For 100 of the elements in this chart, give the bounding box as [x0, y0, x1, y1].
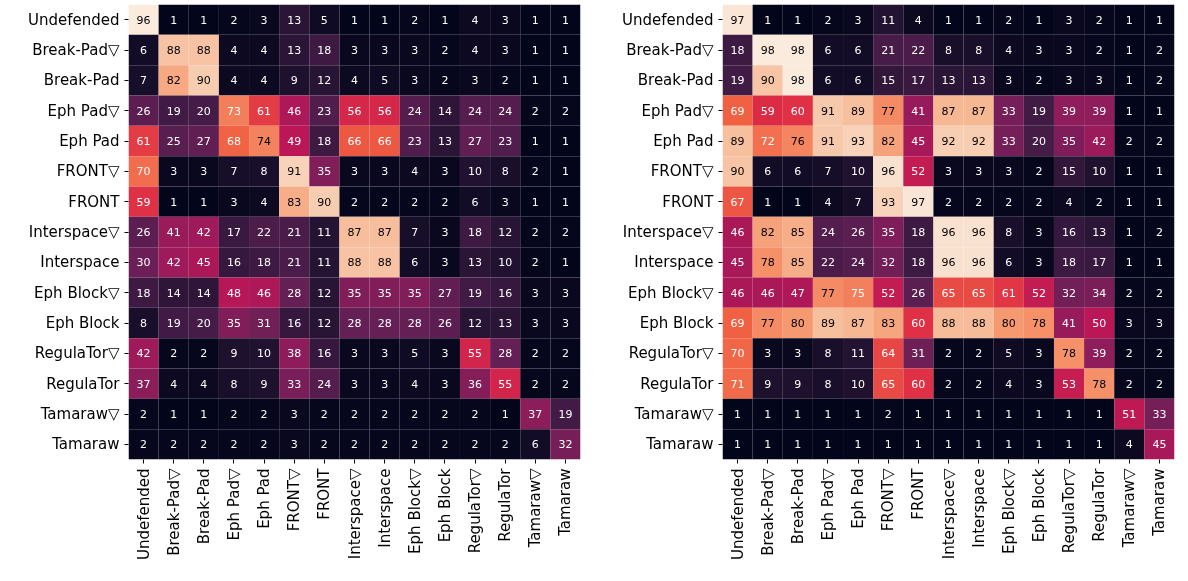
data-label: 35 — [881, 226, 896, 239]
data-label: 1 — [764, 438, 772, 452]
x-tick-label: FRONT▽ — [879, 468, 898, 532]
data-label: 42 — [136, 347, 151, 361]
data-label: 42 — [166, 256, 181, 270]
data-label: 2 — [531, 165, 539, 179]
data-label: 14 — [437, 104, 452, 118]
data-label: 12 — [317, 317, 332, 330]
y-tick-label: Break-Pad — [637, 71, 714, 90]
data-label: 3 — [561, 286, 569, 300]
data-label: 93 — [881, 195, 896, 209]
data-label: 3 — [411, 74, 419, 88]
data-label: 69 — [730, 317, 745, 330]
data-label: 56 — [347, 104, 362, 118]
data-label: 32 — [881, 256, 896, 270]
data-label: 4 — [230, 74, 238, 88]
data-label: 1 — [975, 438, 983, 452]
x-tick-label: Interspace — [969, 468, 988, 548]
data-label: 49 — [287, 135, 302, 148]
data-label: 3 — [351, 347, 358, 361]
y-tick-label: RegulaTor▽ — [628, 344, 714, 363]
y-tick-label: Eph Block▽ — [34, 283, 120, 302]
data-label: 24 — [468, 104, 483, 118]
data-label: 6 — [854, 74, 862, 88]
data-label: 88 — [166, 44, 181, 57]
data-label: 87 — [971, 104, 986, 118]
data-label: 70 — [730, 347, 745, 361]
y-tick-label: FRONT▽ — [56, 162, 120, 181]
data-label: 55 — [468, 347, 483, 361]
data-label: 1 — [1005, 408, 1013, 421]
data-label: 1 — [1125, 74, 1133, 88]
data-label: 24 — [820, 226, 835, 239]
data-label: 38 — [287, 347, 302, 361]
data-label: 8 — [945, 44, 952, 57]
data-label: 91 — [820, 104, 835, 118]
data-label: 20 — [196, 317, 211, 330]
data-label: 20 — [1031, 135, 1046, 148]
y-tick-label: Tamaraw — [51, 435, 120, 454]
data-label: 19 — [1031, 104, 1046, 118]
data-label: 1 — [170, 195, 178, 209]
data-label: 16 — [498, 286, 513, 300]
data-label: 41 — [1062, 317, 1077, 330]
data-label: 96 — [881, 165, 896, 179]
data-label: 1 — [764, 13, 772, 27]
data-label: 92 — [941, 135, 956, 148]
data-label: 10 — [1092, 165, 1107, 179]
data-label: 11 — [851, 347, 866, 361]
y-tick-label: Break-Pad▽ — [626, 41, 714, 59]
data-label: 21 — [881, 44, 896, 57]
data-label: 1 — [531, 135, 539, 148]
data-label: 3 — [351, 377, 358, 391]
data-label: 2 — [441, 195, 449, 209]
data-label: 53 — [1062, 377, 1077, 391]
data-label: 3 — [1035, 256, 1043, 270]
data-label: 97 — [911, 195, 926, 209]
data-label: 77 — [820, 286, 835, 300]
data-label: 46 — [730, 226, 745, 239]
data-label: 1 — [561, 44, 569, 57]
data-label: 18 — [911, 256, 926, 270]
data-label: 1 — [561, 74, 569, 88]
data-label: 13 — [287, 13, 302, 27]
data-label: 55 — [498, 377, 513, 391]
data-label: 1 — [945, 13, 952, 27]
data-label: 17 — [911, 74, 926, 88]
data-label: 1 — [794, 408, 802, 421]
data-label: 1 — [351, 13, 358, 27]
data-label: 1 — [854, 408, 862, 421]
y-tick-label: FRONT▽ — [650, 162, 714, 181]
data-label: 90 — [196, 74, 211, 88]
data-label: 33 — [1001, 104, 1016, 118]
data-label: 8 — [501, 165, 509, 179]
data-label: 1 — [200, 13, 208, 27]
data-label: 3 — [200, 165, 208, 179]
data-label: 82 — [760, 226, 775, 239]
data-label: 1 — [824, 408, 832, 421]
data-label: 2 — [501, 438, 509, 452]
data-label: 6 — [794, 165, 802, 179]
data-label: 6 — [764, 165, 772, 179]
data-label: 8 — [230, 377, 238, 391]
data-label: 2 — [200, 438, 208, 452]
data-label: 1 — [1155, 195, 1163, 209]
x-tick-label: RegulaTor▽ — [466, 468, 485, 554]
data-label: 76 — [790, 135, 805, 148]
data-label: 3 — [975, 165, 983, 179]
data-label: 18 — [730, 44, 745, 57]
data-label: 2 — [230, 408, 238, 421]
data-label: 96 — [941, 256, 956, 270]
data-label: 2 — [351, 408, 358, 421]
data-label: 4 — [351, 74, 358, 88]
data-label: 1 — [1125, 226, 1133, 239]
data-label: 1 — [1125, 256, 1133, 270]
data-label: 46 — [287, 104, 302, 118]
data-label: 15 — [881, 74, 896, 88]
data-label: 1 — [1155, 13, 1163, 27]
data-label: 46 — [257, 286, 272, 300]
data-label: 8 — [140, 317, 148, 330]
data-label: 2 — [1095, 44, 1103, 57]
data-label: 2 — [1005, 13, 1013, 27]
data-label: 17 — [226, 226, 241, 239]
data-label: 3 — [501, 44, 509, 57]
